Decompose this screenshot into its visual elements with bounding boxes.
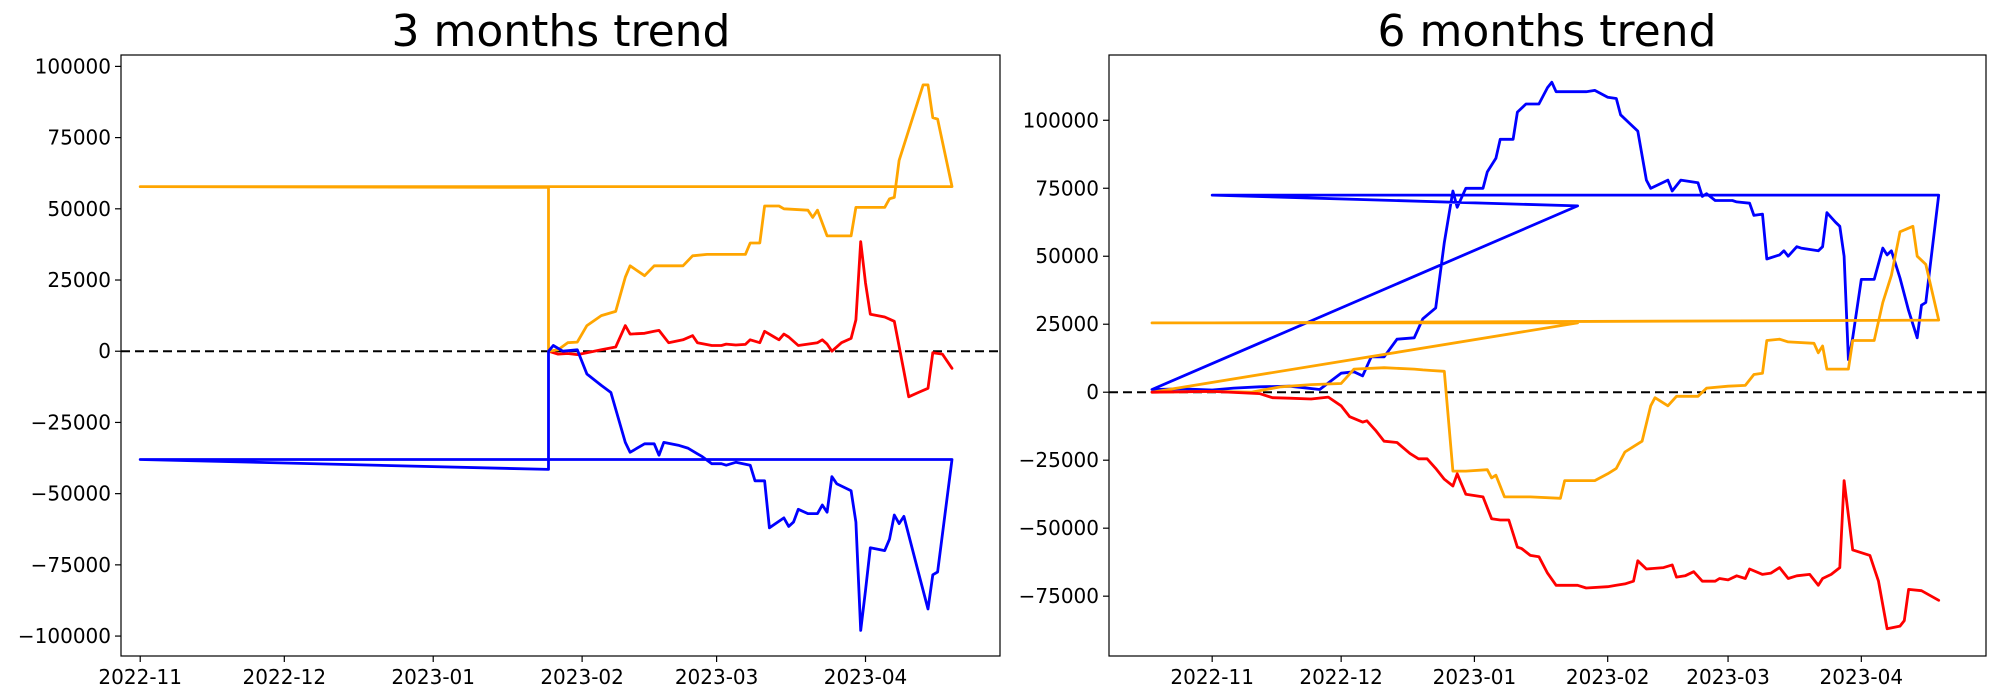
y-tick-label: 0 [1086,380,1099,404]
y-tick-label: 100000 [35,54,111,78]
y-tick-label: 25000 [47,268,111,292]
x-tick-label: 2023-01 [1433,665,1517,689]
x-tick-label: 2023-02 [1566,665,1650,689]
x-tick-label: 2023-04 [824,665,908,689]
series-line-2 [138,344,954,632]
chart-6-months: 6 months trend 100000 75000 50000 25000 0 −25… [1019,6,1987,689]
y-tick-label: 0 [98,339,111,363]
y-tick-label: 75000 [1035,176,1099,200]
x-tick-label: 2022-11 [1170,665,1254,689]
chart-title: 3 months trend [392,6,731,57]
x-tick-label: 2022-12 [1299,665,1383,689]
y-tick-label: −25000 [1019,448,1099,472]
chart-3-months: 3 months trend 100000 75000 50000 25000 0 −25… [18,6,1001,689]
x-tick-label: 2022-11 [98,665,182,689]
chart-title: 6 months trend [1378,6,1717,57]
x-tick-label: 2023-02 [540,665,624,689]
y-tick-label: 75000 [47,126,111,150]
y-tick-label: 50000 [47,197,111,221]
series-line-0 [547,240,954,399]
y-tick-label: −100000 [18,624,111,648]
x-tick-label: 2023-03 [1686,665,1770,689]
y-tick-label: −75000 [1019,584,1099,608]
plot-area [120,54,1001,657]
y-tick-label: −50000 [1019,516,1099,540]
y-tick-label: 25000 [1035,312,1099,336]
y-tick-label: −50000 [31,482,111,506]
series-line-1 [138,83,954,353]
series-line-0 [1150,80,1941,392]
y-tick-label: 100000 [1023,108,1099,132]
series-line-2 [1150,389,1941,631]
x-tick-label: 2022-12 [243,665,327,689]
y-tick-label: −75000 [31,553,111,577]
y-tick-label: −25000 [31,410,111,434]
series-line-1 [1150,224,1941,500]
x-tick-label: 2023-04 [1820,665,1904,689]
plot-area [1108,54,1987,657]
x-tick-label: 2023-01 [391,665,475,689]
x-tick-label: 2023-03 [675,665,759,689]
y-tick-label: 50000 [1035,244,1099,268]
